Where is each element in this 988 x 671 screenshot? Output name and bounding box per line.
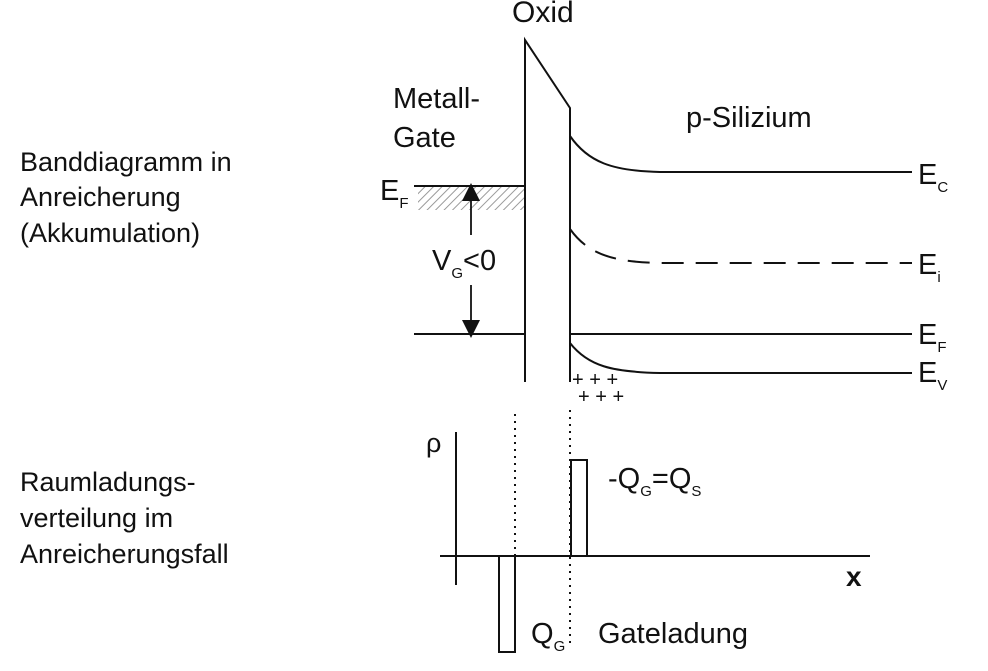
holes-row1: + + + [572,369,618,391]
gate-voltage-label: VG<0 [432,245,496,282]
metal-gate-line1: Metall- [393,83,480,115]
holes-row2: + + + [578,386,624,408]
charge-caption-line2: verteilung im [20,503,173,533]
silicon-label: p-Silizium [686,102,812,134]
qg-label: QG [531,618,565,655]
conduction-band [569,135,912,173]
band-caption-line3: (Akkumulation) [20,218,200,248]
oxide-barrier [524,36,571,382]
qs-label: -QG=QS [608,463,701,500]
ef-label: EF [918,319,947,356]
charge-caption-line3: Anreicherungsfall [20,539,229,569]
space-charge-bar [570,459,588,557]
valence-band [569,342,912,374]
ec-label: EC [918,159,948,196]
x-axis-label: x [846,561,862,592]
ei-label: Ei [918,249,941,286]
metal-fermi-label: EF [380,175,409,212]
gate-charge-text: Gateladung [598,618,748,650]
charge-caption-line1: Raumladungs- [20,467,196,497]
band-caption-line1: Banddiagramm in [20,147,232,177]
intrinsic-level [569,228,912,264]
ev-label: EV [918,357,947,394]
rho-label: ρ [426,428,441,458]
band-caption-line2: Anreicherung [20,182,181,212]
gate-charge-bar [498,555,516,653]
oxide-label: Oxid [512,0,574,29]
metal-gate-line2: Gate [393,122,456,154]
